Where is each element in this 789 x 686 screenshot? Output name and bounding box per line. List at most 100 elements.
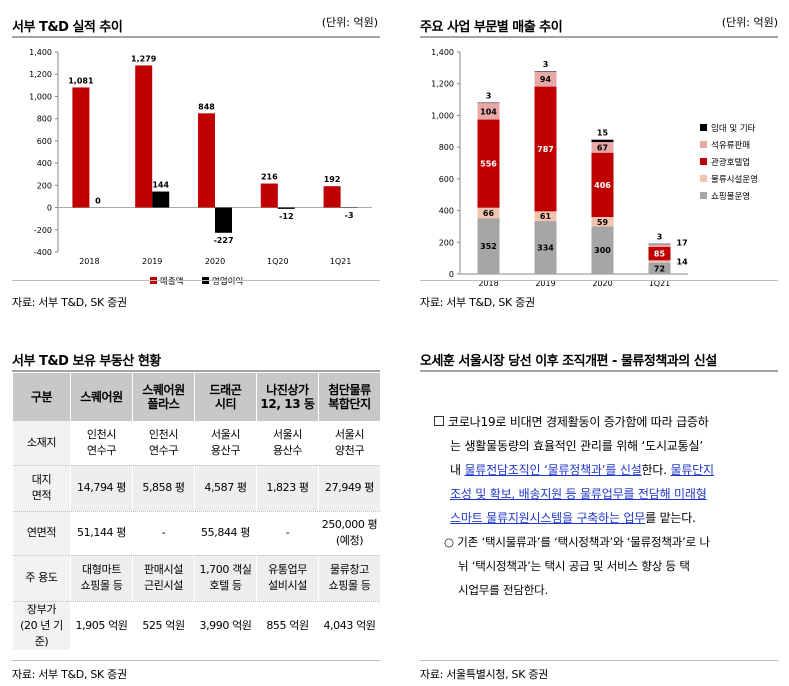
legend-label: 관광호텔업 xyxy=(711,157,750,168)
memo-text: 는 생활물동량의 효율적인 관리를 위해 ‘도시교통실’ xyxy=(450,439,703,453)
bar-sales xyxy=(323,186,341,208)
stack-segment xyxy=(648,260,671,263)
memo-text: 시업무를 전담한다. xyxy=(458,583,548,597)
legend-label: 매출액 xyxy=(160,276,183,287)
chart1-title: 서부 T&D 실적 추이 xyxy=(12,20,123,35)
table-row-header: 대지 면적 xyxy=(12,465,71,512)
stack-segment xyxy=(534,71,557,72)
legend-label: 석유류판매 xyxy=(711,140,750,151)
x-tick-label: 1Q21 xyxy=(330,257,352,266)
data-label: -227 xyxy=(213,236,233,245)
real-estate-table: 구분 스퀘어원 스퀘어원 플라스 드래곤 시티 나진상가 12, 13 동 첨단물류 복합단지 소… xyxy=(12,373,381,650)
memo-text: 를 맡는다. xyxy=(645,511,696,525)
chart1-source: 자료: 서부 T&D, SK 증권 xyxy=(12,296,127,309)
data-label: 14 xyxy=(677,257,689,266)
memo-line-6: ○ 기존 ‘택시물류과’를 ‘택시정책과’와 ‘물류정책과’로 나 xyxy=(434,530,772,554)
panel-logistics-memo: 오세훈 서울시장 당선 이후 조직개편 - 물류정책과의 신설 코로나19로 비… xyxy=(420,346,778,686)
data-label: 192 xyxy=(324,175,341,184)
stack-segment xyxy=(534,86,557,212)
memo-line-5: 스마트 물류지원시스템을 구축하는 업무를 맡는다. xyxy=(434,506,772,530)
y-tick-label: 800 xyxy=(37,115,52,124)
stack-segment xyxy=(477,218,500,274)
table-header-cell: 스퀘어원 xyxy=(70,373,133,421)
stack-segment xyxy=(591,139,614,143)
memo-line-8: 시업무를 전담한다. xyxy=(434,578,772,602)
memo-line-3: 내 물류전담조직인 ‘물류정책과’를 신설한다. 물류단지 xyxy=(434,458,772,482)
memo-text: 한다. xyxy=(641,463,671,477)
data-label: 17 xyxy=(677,239,688,248)
y-tick-label: 1,000 xyxy=(29,92,52,101)
stack-segment xyxy=(648,244,671,247)
stack-segment xyxy=(477,103,500,120)
memo-line-2: 는 생활물동량의 효율적인 관리를 위해 ‘도시교통실’ xyxy=(434,434,772,458)
chart2-top-rule xyxy=(420,36,778,38)
stack-segment xyxy=(534,221,557,274)
data-label: 15 xyxy=(597,129,609,138)
panel-segment-sales: 주요 사업 부문별 매출 추이 (단위: 억원) 0 200 400 600 800 1,… xyxy=(420,14,778,314)
memo-body: 코로나19로 비대면 경제활동이 증가함에 따라 급증하 는 생활물동량의 효율… xyxy=(434,410,772,602)
data-label: 61 xyxy=(540,212,552,221)
table-cell: 51,144 평 xyxy=(70,511,133,556)
table-cell: 855 억원 xyxy=(256,601,319,650)
memo-line-4: 조성 및 확보, 배송지원 등 물류업무를 전담해 미래형 xyxy=(434,482,772,506)
bar-sales xyxy=(135,65,153,208)
x-tick-label: 2018 xyxy=(79,257,99,266)
table-top-rule xyxy=(12,370,380,372)
table-row: 장부가 (20 년 기준) 1,905 억원 525 억원 3,990 억원 855 억원… xyxy=(12,601,381,650)
table-header-cell: 드래곤 시티 xyxy=(194,373,257,421)
table-header-cell: 첨단물류 복합단지 xyxy=(318,373,381,421)
data-label: 0 xyxy=(95,197,101,206)
table-title: 서부 T&D 보유 부동산 현황 xyxy=(12,354,161,369)
data-label: 556 xyxy=(480,160,497,169)
memo-line-7: 뉘 ‘택시정책과’는 택시 공급 및 서비스 향상 등 택 xyxy=(434,554,772,578)
stack-segment xyxy=(591,217,614,227)
stack-segment xyxy=(534,71,557,87)
panel-sales-trend: 서부 T&D 실적 추이 (단위: 억원) -400 -200 0 200 400 600… xyxy=(12,14,380,314)
y-tick-label: 200 xyxy=(37,181,52,190)
x-tick-label: 2019 xyxy=(535,279,555,288)
data-label: 144 xyxy=(152,181,169,190)
table-cell: 서울시 양천구 xyxy=(318,421,381,466)
stack-segment xyxy=(477,102,500,104)
table-cell: 판매시설 근린시설 xyxy=(132,555,195,602)
stack-segment xyxy=(591,142,614,153)
chart2-title: 주요 사업 부문별 매출 추이 xyxy=(420,20,563,35)
memo-text: 코로나19로 비대면 경제활동이 증가함에 따라 급증하 xyxy=(448,415,709,429)
y-tick-label: 200 xyxy=(439,238,454,247)
data-label: 59 xyxy=(597,218,609,227)
data-label: 3 xyxy=(543,60,549,69)
table-row: 연면적 51,144 평 -55,844 평 -250,000 평 (예정) xyxy=(12,511,381,556)
table-cell: 1,700 객실 호텔 등 xyxy=(194,555,257,602)
data-label: 352 xyxy=(480,242,497,251)
chart1-bottom-rule xyxy=(12,280,380,281)
legend-swatch xyxy=(700,141,707,148)
table-cell: 물류창고 쇼핑몰 등 xyxy=(318,555,381,602)
x-tick-label: 2020 xyxy=(592,279,612,288)
data-label: 3 xyxy=(486,92,492,101)
table-cell: 1,905 억원 xyxy=(70,601,133,650)
chart1-unit: (단위: 억원) xyxy=(321,16,378,29)
table-row: 주 용도 대형마트 쇼핑몰 등 판매시설 근린시설 1,700 객실 호텔 등 유통업무 설비시… xyxy=(12,555,381,602)
y-tick-label: 1,400 xyxy=(431,48,454,57)
bar-sales xyxy=(72,87,90,208)
bar-sales xyxy=(198,113,215,208)
memo-highlight: 물류전담조직인 ‘물류정책과’를 신설 xyxy=(464,463,642,477)
y-tick-label: -200 xyxy=(34,226,52,235)
table-source: 자료: 서부 T&D, SK 증권 xyxy=(12,668,127,681)
table-header-cell: 스퀘어원 플라스 xyxy=(132,373,195,421)
data-label: 67 xyxy=(597,143,608,152)
table-cell: 유통업무 설비시설 xyxy=(256,555,319,602)
chart2-bottom-rule xyxy=(420,280,778,281)
bar-op-income xyxy=(215,207,232,233)
y-tick-label: 600 xyxy=(37,137,52,146)
memo-bottom-rule xyxy=(420,660,778,661)
data-label: 300 xyxy=(594,246,611,255)
table-bottom-rule xyxy=(12,660,380,661)
memo-text: ○ 기존 ‘택시물류과’를 ‘택시정책과’와 ‘물류정책과’로 나 xyxy=(444,535,710,549)
y-tick-label: 1,000 xyxy=(431,111,454,120)
data-label: 787 xyxy=(537,145,554,154)
table-header-cell: 나진상가 12, 13 동 xyxy=(256,373,319,421)
memo-title: 오세훈 서울시장 당선 이후 조직개편 - 물류정책과의 신설 xyxy=(420,354,717,369)
table-row-header: 소재지 xyxy=(12,421,71,466)
chart2-source: 자료: 서부 T&D, SK 증권 xyxy=(420,296,535,309)
